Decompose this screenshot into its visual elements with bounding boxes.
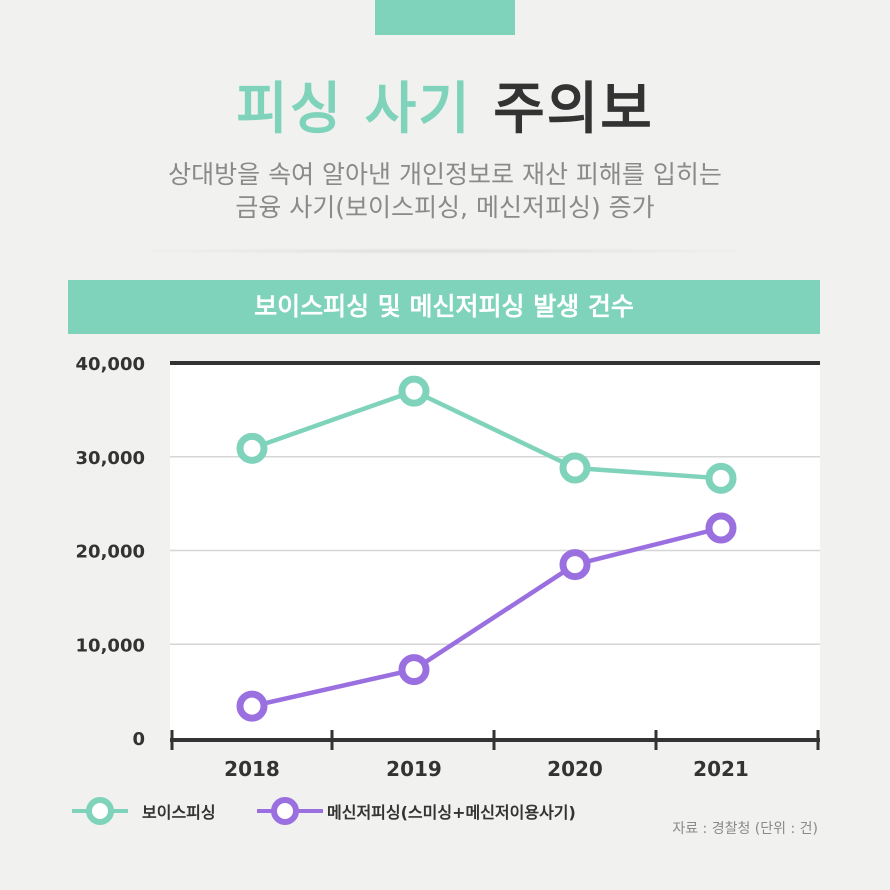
page-title: 피싱 사기 주의보 — [0, 70, 890, 150]
legend-label-messenger: 메신저피싱(스미싱+메신저이용사기) — [327, 803, 576, 822]
y-tick-label-10000: 10,000 — [76, 635, 145, 656]
y-tick-label-30000: 30,000 — [76, 448, 145, 469]
subtitle: 상대방을 속여 알아낸 개인정보로 재산 피해를 입히는 금융 사기(보이스피싱… — [0, 158, 890, 224]
legend-item-voice: 보이스피싱 — [70, 793, 240, 829]
legend-label-voice: 보이스피싱 — [142, 803, 216, 822]
y-tick-label-40000: 40,000 — [76, 354, 145, 375]
y-tick-label-0: 0 — [132, 729, 145, 750]
series-0-point-2018 — [236, 432, 268, 464]
top-tab-decoration — [375, 0, 515, 35]
series-0-point-2020 — [559, 452, 591, 484]
divider-shadow — [110, 248, 780, 254]
title-dark: 주의보 — [493, 77, 654, 142]
subtitle-line-2: 금융 사기(보이스피싱, 메신저피싱) 증가 — [235, 193, 655, 222]
series-1-point-2021 — [705, 512, 737, 544]
series-line-0 — [251, 388, 722, 481]
x-tick-label-2019: 2019 — [386, 757, 442, 781]
legend-marker-messenger-icon — [257, 797, 323, 825]
series-1-point-2020 — [559, 549, 591, 581]
legend-item-messenger: 메신저피싱(스미싱+메신저이용사기) — [255, 793, 655, 829]
plot-area — [170, 363, 820, 740]
chart-title-banner: 보이스피싱 및 메신저피싱 발생 건수 — [68, 280, 820, 334]
x-tick-label-2018: 2018 — [224, 757, 280, 781]
series-line-1 — [251, 525, 722, 709]
series-1-point-2018 — [236, 690, 268, 722]
series-0-point-2019 — [398, 375, 430, 407]
x-tick-label-2020: 2020 — [547, 757, 603, 781]
series-1-point-2019 — [398, 654, 430, 686]
x-tick-label-2021: 2021 — [693, 757, 749, 781]
series-0-point-2021 — [705, 462, 737, 494]
title-accent: 피싱 사기 — [236, 77, 472, 142]
y-tick-label-20000: 20,000 — [76, 542, 145, 563]
legend-marker-voice-icon — [72, 797, 128, 825]
subtitle-line-1: 상대방을 속여 알아낸 개인정보로 재산 피해를 입히는 — [168, 160, 722, 189]
source-note: 자료 : 경찰청 (단위 : 건) — [672, 821, 818, 837]
